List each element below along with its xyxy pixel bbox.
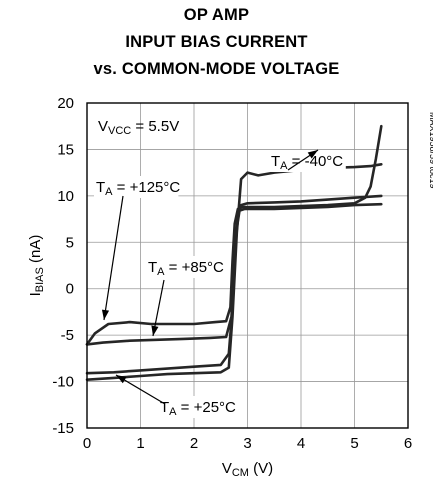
x-tick-label: 4 bbox=[297, 435, 305, 452]
y-tick-label: 5 bbox=[66, 234, 74, 251]
y-tick-label: -15 bbox=[52, 420, 74, 437]
series-label-3: TA = +25°C bbox=[160, 399, 236, 418]
x-tick-label: 6 bbox=[404, 435, 412, 452]
chart-title-line-3: vs. COMMON-MODE VOLTAGE bbox=[93, 60, 340, 78]
chart-title-line-1: OP AMP bbox=[183, 6, 250, 24]
series-arrow-3 bbox=[115, 374, 166, 405]
series-label-0: TA = -40°C bbox=[271, 153, 343, 172]
chart-title-line-2: INPUT BIAS CURRENT bbox=[125, 33, 308, 51]
series-line-3 bbox=[85, 194, 383, 375]
series-arrow-2 bbox=[151, 279, 165, 337]
series-label-bg bbox=[94, 176, 179, 198]
series-line-0 bbox=[85, 163, 383, 381]
series-label-bg bbox=[146, 256, 223, 278]
y-tick-label: 15 bbox=[57, 141, 74, 158]
series-line-1 bbox=[85, 124, 383, 346]
series-label-bg bbox=[269, 150, 346, 172]
figure-code-label: MAX1958/59 toc19 bbox=[428, 112, 433, 189]
plot-frame bbox=[86, 102, 409, 429]
x-tick-label: 2 bbox=[190, 435, 198, 452]
series-arrow-0 bbox=[287, 149, 319, 171]
x-tick-label: 3 bbox=[243, 435, 251, 452]
x-axis-label: VCM (V) bbox=[222, 460, 273, 479]
x-tick-label: 0 bbox=[83, 435, 91, 452]
x-tick-label: 5 bbox=[350, 435, 358, 452]
series-label-1: TA = +125°C bbox=[96, 179, 180, 198]
series-label-2: TA = +85°C bbox=[148, 259, 224, 278]
y-tick-label: 20 bbox=[57, 95, 74, 112]
y-tick-label: 10 bbox=[57, 188, 74, 205]
series-label-bg bbox=[158, 396, 235, 418]
y-tick-label: -10 bbox=[52, 374, 74, 391]
y-tick-label: -5 bbox=[61, 327, 74, 344]
series-arrow-1 bbox=[101, 195, 124, 321]
condition-label: VVCC = 5.5V bbox=[98, 118, 179, 137]
y-tick-label: 0 bbox=[66, 281, 74, 298]
y-axis-label: IBIAS (nA) bbox=[27, 235, 46, 297]
x-tick-label: 1 bbox=[136, 435, 144, 452]
